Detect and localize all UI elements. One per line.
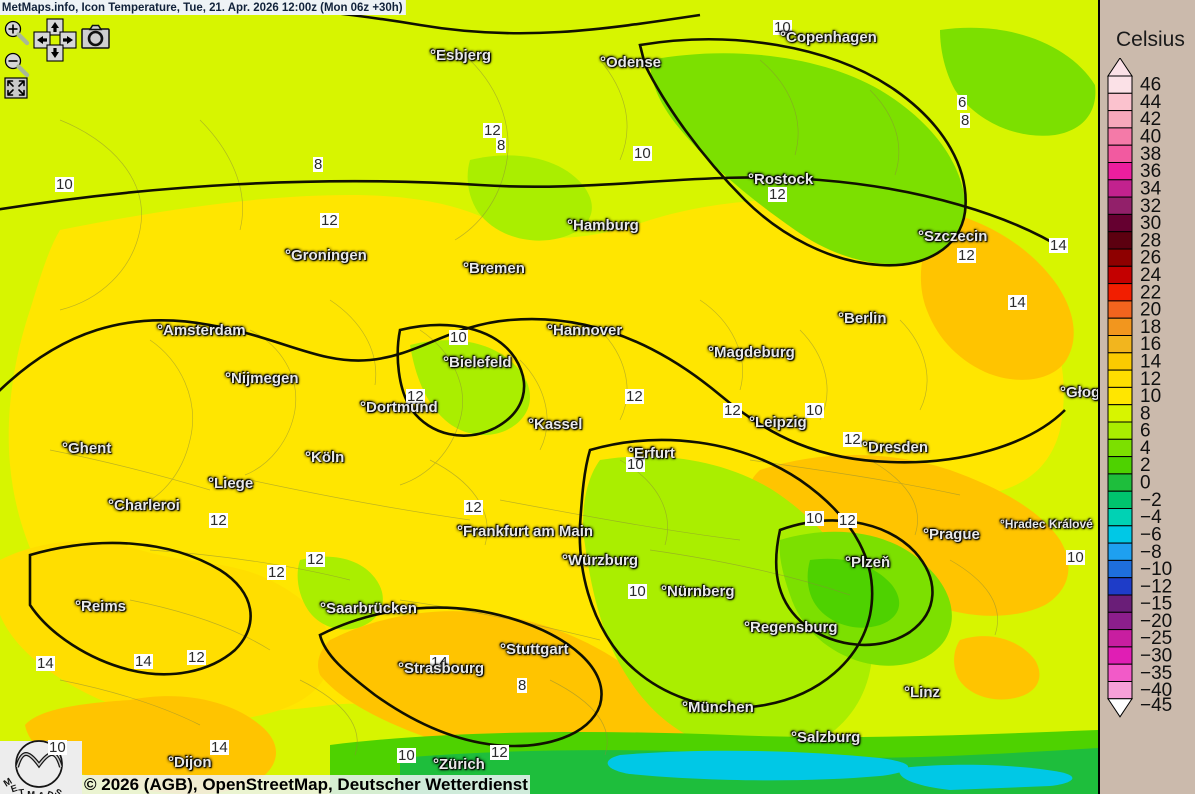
svg-text:A: A (36, 790, 45, 794)
svg-text:−45: −45 (1140, 695, 1172, 716)
svg-text:T: T (18, 787, 25, 794)
svg-text:M: M (27, 790, 35, 794)
